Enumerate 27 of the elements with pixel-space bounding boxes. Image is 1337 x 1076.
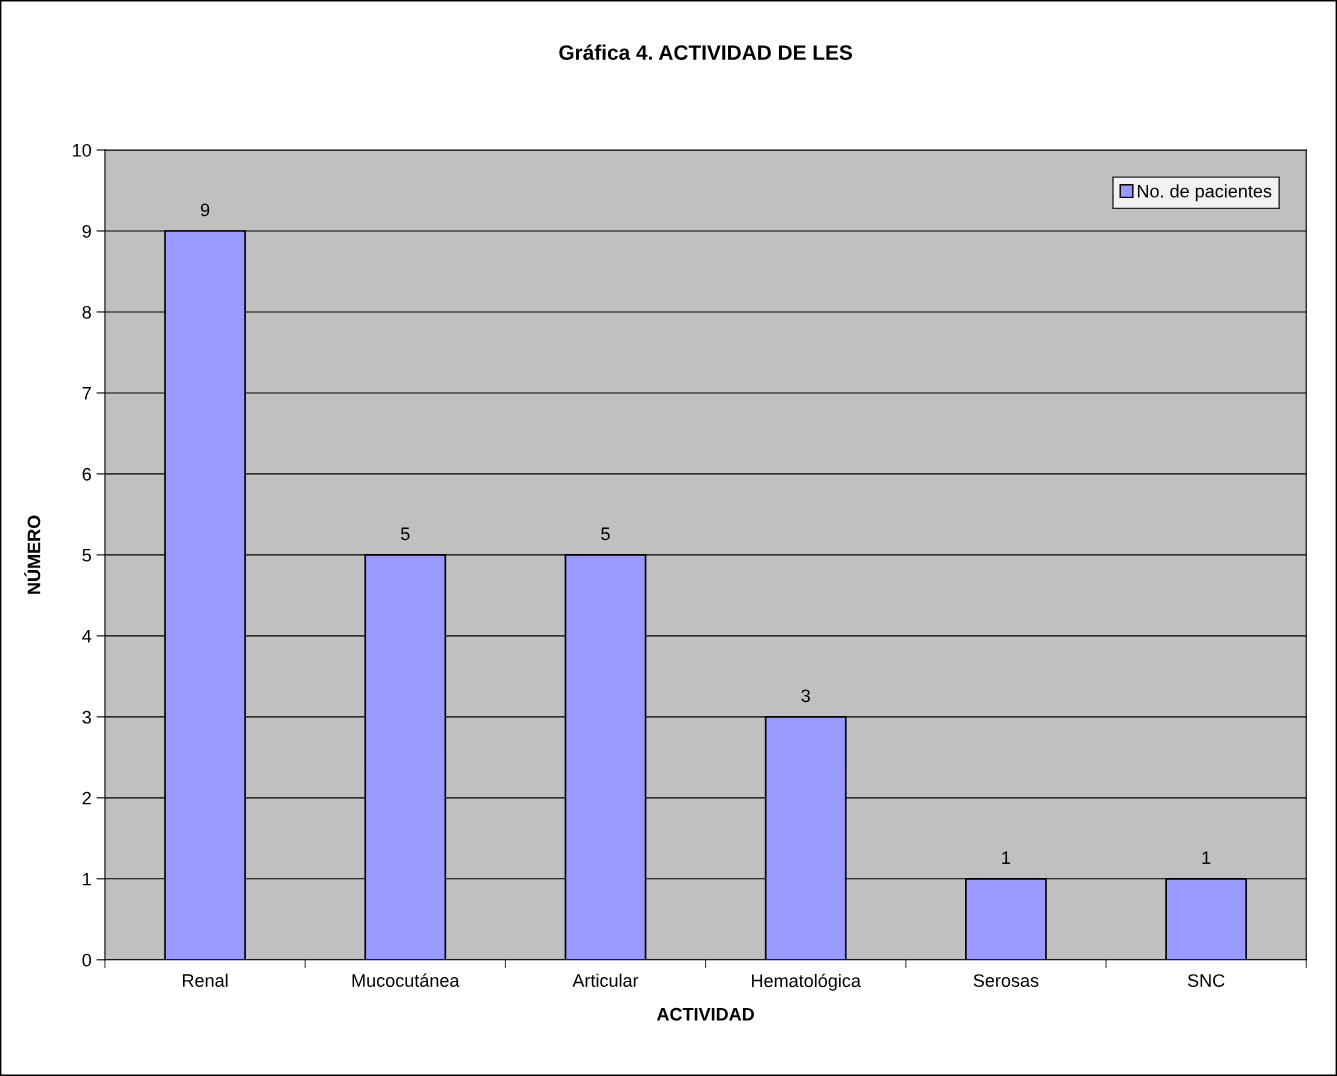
legend-label: No. de pacientes	[1137, 184, 1272, 202]
x-tick-label: Renal	[182, 973, 228, 987]
y-tick-label: 10	[73, 143, 92, 157]
y-tick-label: 5	[82, 549, 91, 562]
chart-title: Gráfica 4. ACTIVIDAD DE LES	[559, 44, 852, 60]
y-tick-label: 6	[82, 467, 91, 481]
data-label: 5	[400, 527, 410, 541]
y-tick-label: 1	[83, 872, 91, 886]
y-tick-label: 4	[82, 629, 92, 643]
x-axis-title: ACTIVIDAD	[656, 1007, 754, 1021]
data-label: 1	[1002, 851, 1011, 864]
x-tick-label: Hematológica	[752, 973, 861, 991]
y-tick-label: 9	[82, 224, 91, 238]
x-tick-label: SNC	[1187, 974, 1225, 987]
data-label: 9	[200, 203, 210, 217]
x-tick-label: Articular	[572, 973, 639, 987]
y-tick-label: 0	[82, 953, 92, 967]
data-label: 3	[801, 689, 810, 703]
y-tick-label: 8	[82, 305, 91, 319]
data-label: 5	[601, 527, 610, 541]
x-tick-label: Serosas	[973, 974, 1039, 987]
y-tick-label: 7	[82, 387, 91, 400]
y-axis-title: NÚMERO	[24, 515, 41, 594]
y-tick-label: 3	[82, 710, 91, 724]
y-tick-label: 2	[82, 791, 91, 805]
x-tick-label: Mucocutánea	[352, 973, 460, 987]
data-label: 1	[1202, 851, 1211, 864]
